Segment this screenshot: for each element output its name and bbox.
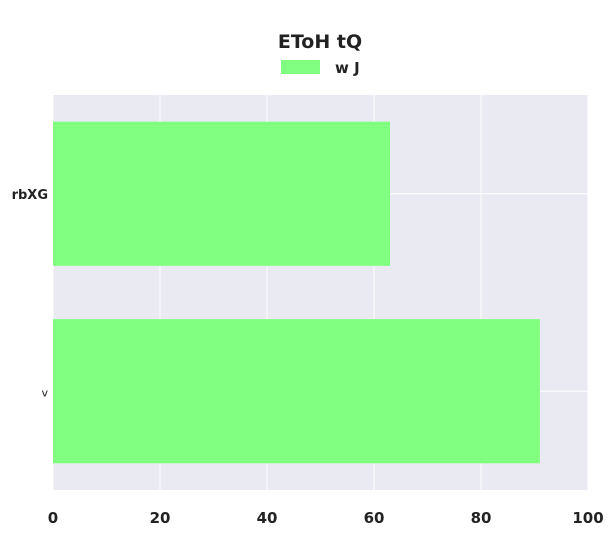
bar-v: [53, 319, 540, 464]
chart-title: EToH tQ: [278, 31, 362, 53]
x-tick-label-5: 100: [572, 509, 603, 527]
x-tick-label-0: 0: [48, 509, 58, 527]
bar-rbxg: [53, 121, 391, 266]
legend: w J: [281, 59, 360, 77]
x-tick-label-1: 20: [150, 509, 171, 527]
legend-label: w J: [335, 59, 360, 77]
y-tick-label-v: v: [41, 386, 48, 399]
x-tick-label-3: 60: [364, 509, 385, 527]
y-tick-label-rbxg: rbXG: [12, 188, 48, 203]
bars-group: [53, 121, 540, 464]
legend-swatch: [281, 60, 320, 74]
x-tick-label-4: 80: [471, 509, 492, 527]
x-tick-label-2: 40: [257, 509, 278, 527]
y-tick-labels: rbXG v: [12, 188, 49, 400]
x-tick-labels: 0 20 40 60 80 100: [48, 509, 604, 527]
